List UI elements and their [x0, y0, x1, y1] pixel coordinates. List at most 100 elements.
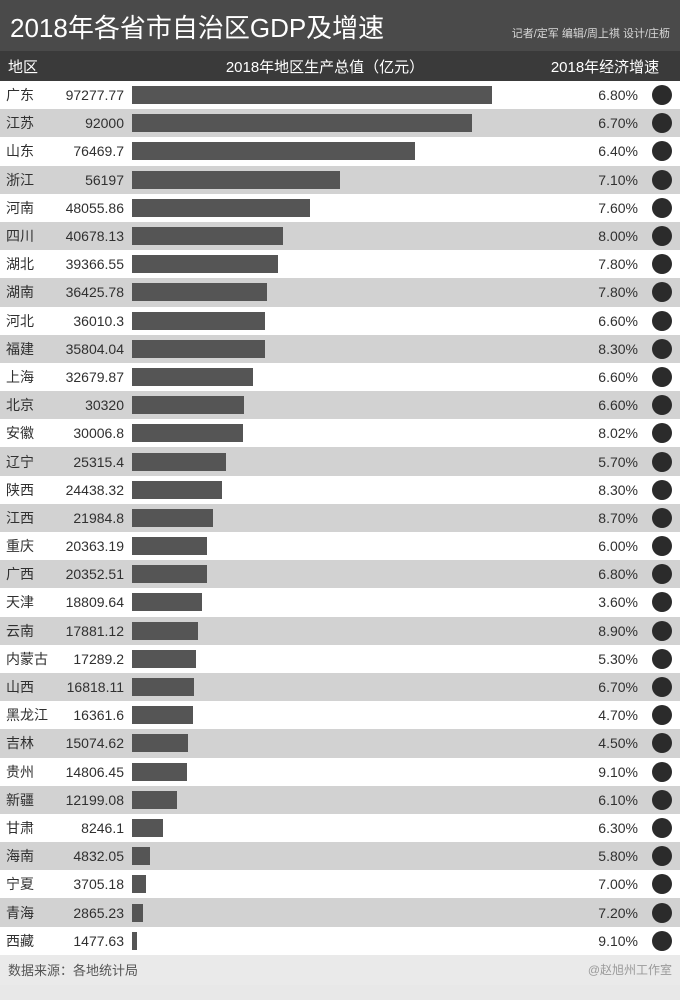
growth-value: 6.10%: [554, 792, 644, 808]
region-label: 北京: [0, 395, 58, 415]
gdp-value: 2865.23: [58, 905, 128, 921]
dot-cell: [644, 705, 680, 725]
circle-icon: [652, 733, 672, 753]
gdp-value: 39366.55: [58, 256, 128, 272]
header-growth: 2018年经济增速: [530, 56, 680, 77]
gdp-value: 18809.64: [58, 594, 128, 610]
dot-cell: [644, 677, 680, 697]
table-row: 河北36010.36.60%: [0, 307, 680, 335]
gdp-bar: [132, 199, 310, 217]
bar-cell: [128, 283, 554, 301]
table-row: 山西16818.116.70%: [0, 673, 680, 701]
circle-icon: [652, 621, 672, 641]
dot-cell: [644, 254, 680, 274]
dot-cell: [644, 226, 680, 246]
dot-cell: [644, 903, 680, 923]
growth-value: 4.50%: [554, 735, 644, 751]
dot-cell: [644, 198, 680, 218]
table-row: 湖南36425.787.80%: [0, 278, 680, 306]
dot-cell: [644, 311, 680, 331]
growth-value: 8.30%: [554, 341, 644, 357]
circle-icon: [652, 846, 672, 866]
region-label: 山东: [0, 141, 58, 161]
bar-cell: [128, 114, 554, 132]
bar-cell: [128, 481, 554, 499]
table-row: 西藏1477.639.10%: [0, 927, 680, 955]
gdp-value: 76469.7: [58, 143, 128, 159]
gdp-value: 14806.45: [58, 764, 128, 780]
gdp-value: 30006.8: [58, 425, 128, 441]
bar-cell: [128, 847, 554, 865]
gdp-value: 20352.51: [58, 566, 128, 582]
dot-cell: [644, 141, 680, 161]
circle-icon: [652, 198, 672, 218]
table-row: 新疆12199.08 6.10%: [0, 786, 680, 814]
gdp-value: 25315.4: [58, 454, 128, 470]
gdp-value: 12199.08: [58, 792, 128, 808]
chart-title: 2018年各省市自治区GDP及增速: [10, 8, 384, 45]
table-row: 云南17881.128.90%: [0, 617, 680, 645]
circle-icon: [652, 85, 672, 105]
table-row: 江西21984.88.70%: [0, 504, 680, 532]
growth-value: 6.40%: [554, 143, 644, 159]
table-row: 陕西24438.328.30%: [0, 476, 680, 504]
dot-cell: [644, 592, 680, 612]
bar-cell: [128, 171, 554, 189]
gdp-bar: [132, 283, 267, 301]
gdp-value: 92000: [58, 115, 128, 131]
growth-value: 4.70%: [554, 707, 644, 723]
gdp-bar: [132, 340, 265, 358]
circle-icon: [652, 592, 672, 612]
dot-cell: [644, 649, 680, 669]
gdp-bar: [132, 678, 194, 696]
region-label: 宁夏: [0, 874, 58, 894]
growth-value: 7.80%: [554, 284, 644, 300]
growth-value: 5.30%: [554, 651, 644, 667]
bar-cell: [128, 255, 554, 273]
gdp-bar: [132, 537, 207, 555]
bar-cell: [128, 509, 554, 527]
dot-cell: [644, 621, 680, 641]
gdp-bar: [132, 509, 213, 527]
gdp-bar: [132, 706, 193, 724]
region-label: 吉林: [0, 733, 58, 753]
dot-cell: [644, 395, 680, 415]
gdp-bar: [132, 650, 196, 668]
circle-icon: [652, 226, 672, 246]
circle-icon: [652, 113, 672, 133]
circle-icon: [652, 170, 672, 190]
growth-value: 5.70%: [554, 454, 644, 470]
gdp-bar: [132, 875, 146, 893]
table-row: 广西20352.516.80%: [0, 560, 680, 588]
header-gdp: 2018年地区生产总值（亿元）: [60, 56, 530, 77]
table-row: 河南48055.867.60%: [0, 194, 680, 222]
gdp-value: 30320: [58, 397, 128, 413]
gdp-bar: [132, 424, 243, 442]
gdp-bar: [132, 312, 265, 330]
region-label: 新疆: [0, 790, 58, 810]
circle-icon: [652, 339, 672, 359]
dot-cell: [644, 367, 680, 387]
region-label: 重庆: [0, 536, 58, 556]
table-row: 吉林15074.624.50%: [0, 729, 680, 757]
table-row: 山东76469.7 6.40%: [0, 137, 680, 165]
table-row: 贵州14806.459.10%: [0, 758, 680, 786]
bar-cell: [128, 227, 554, 245]
gdp-bar: [132, 368, 253, 386]
region-label: 贵州: [0, 762, 58, 782]
region-label: 湖北: [0, 254, 58, 274]
dot-cell: [644, 85, 680, 105]
gdp-value: 17289.2: [58, 651, 128, 667]
bar-cell: [128, 932, 554, 950]
circle-icon: [652, 649, 672, 669]
dot-cell: [644, 874, 680, 894]
bar-cell: [128, 904, 554, 922]
gdp-bar: [132, 114, 472, 132]
chart-container: 2018年各省市自治区GDP及增速 记者/定军 编辑/周上祺 设计/庄枥 地区 …: [0, 0, 680, 985]
gdp-bar: [132, 847, 150, 865]
gdp-value: 16818.11: [58, 679, 128, 695]
bar-cell: [128, 453, 554, 471]
table-row: 辽宁25315.45.70%: [0, 447, 680, 475]
growth-value: 7.10%: [554, 172, 644, 188]
dot-cell: [644, 423, 680, 443]
